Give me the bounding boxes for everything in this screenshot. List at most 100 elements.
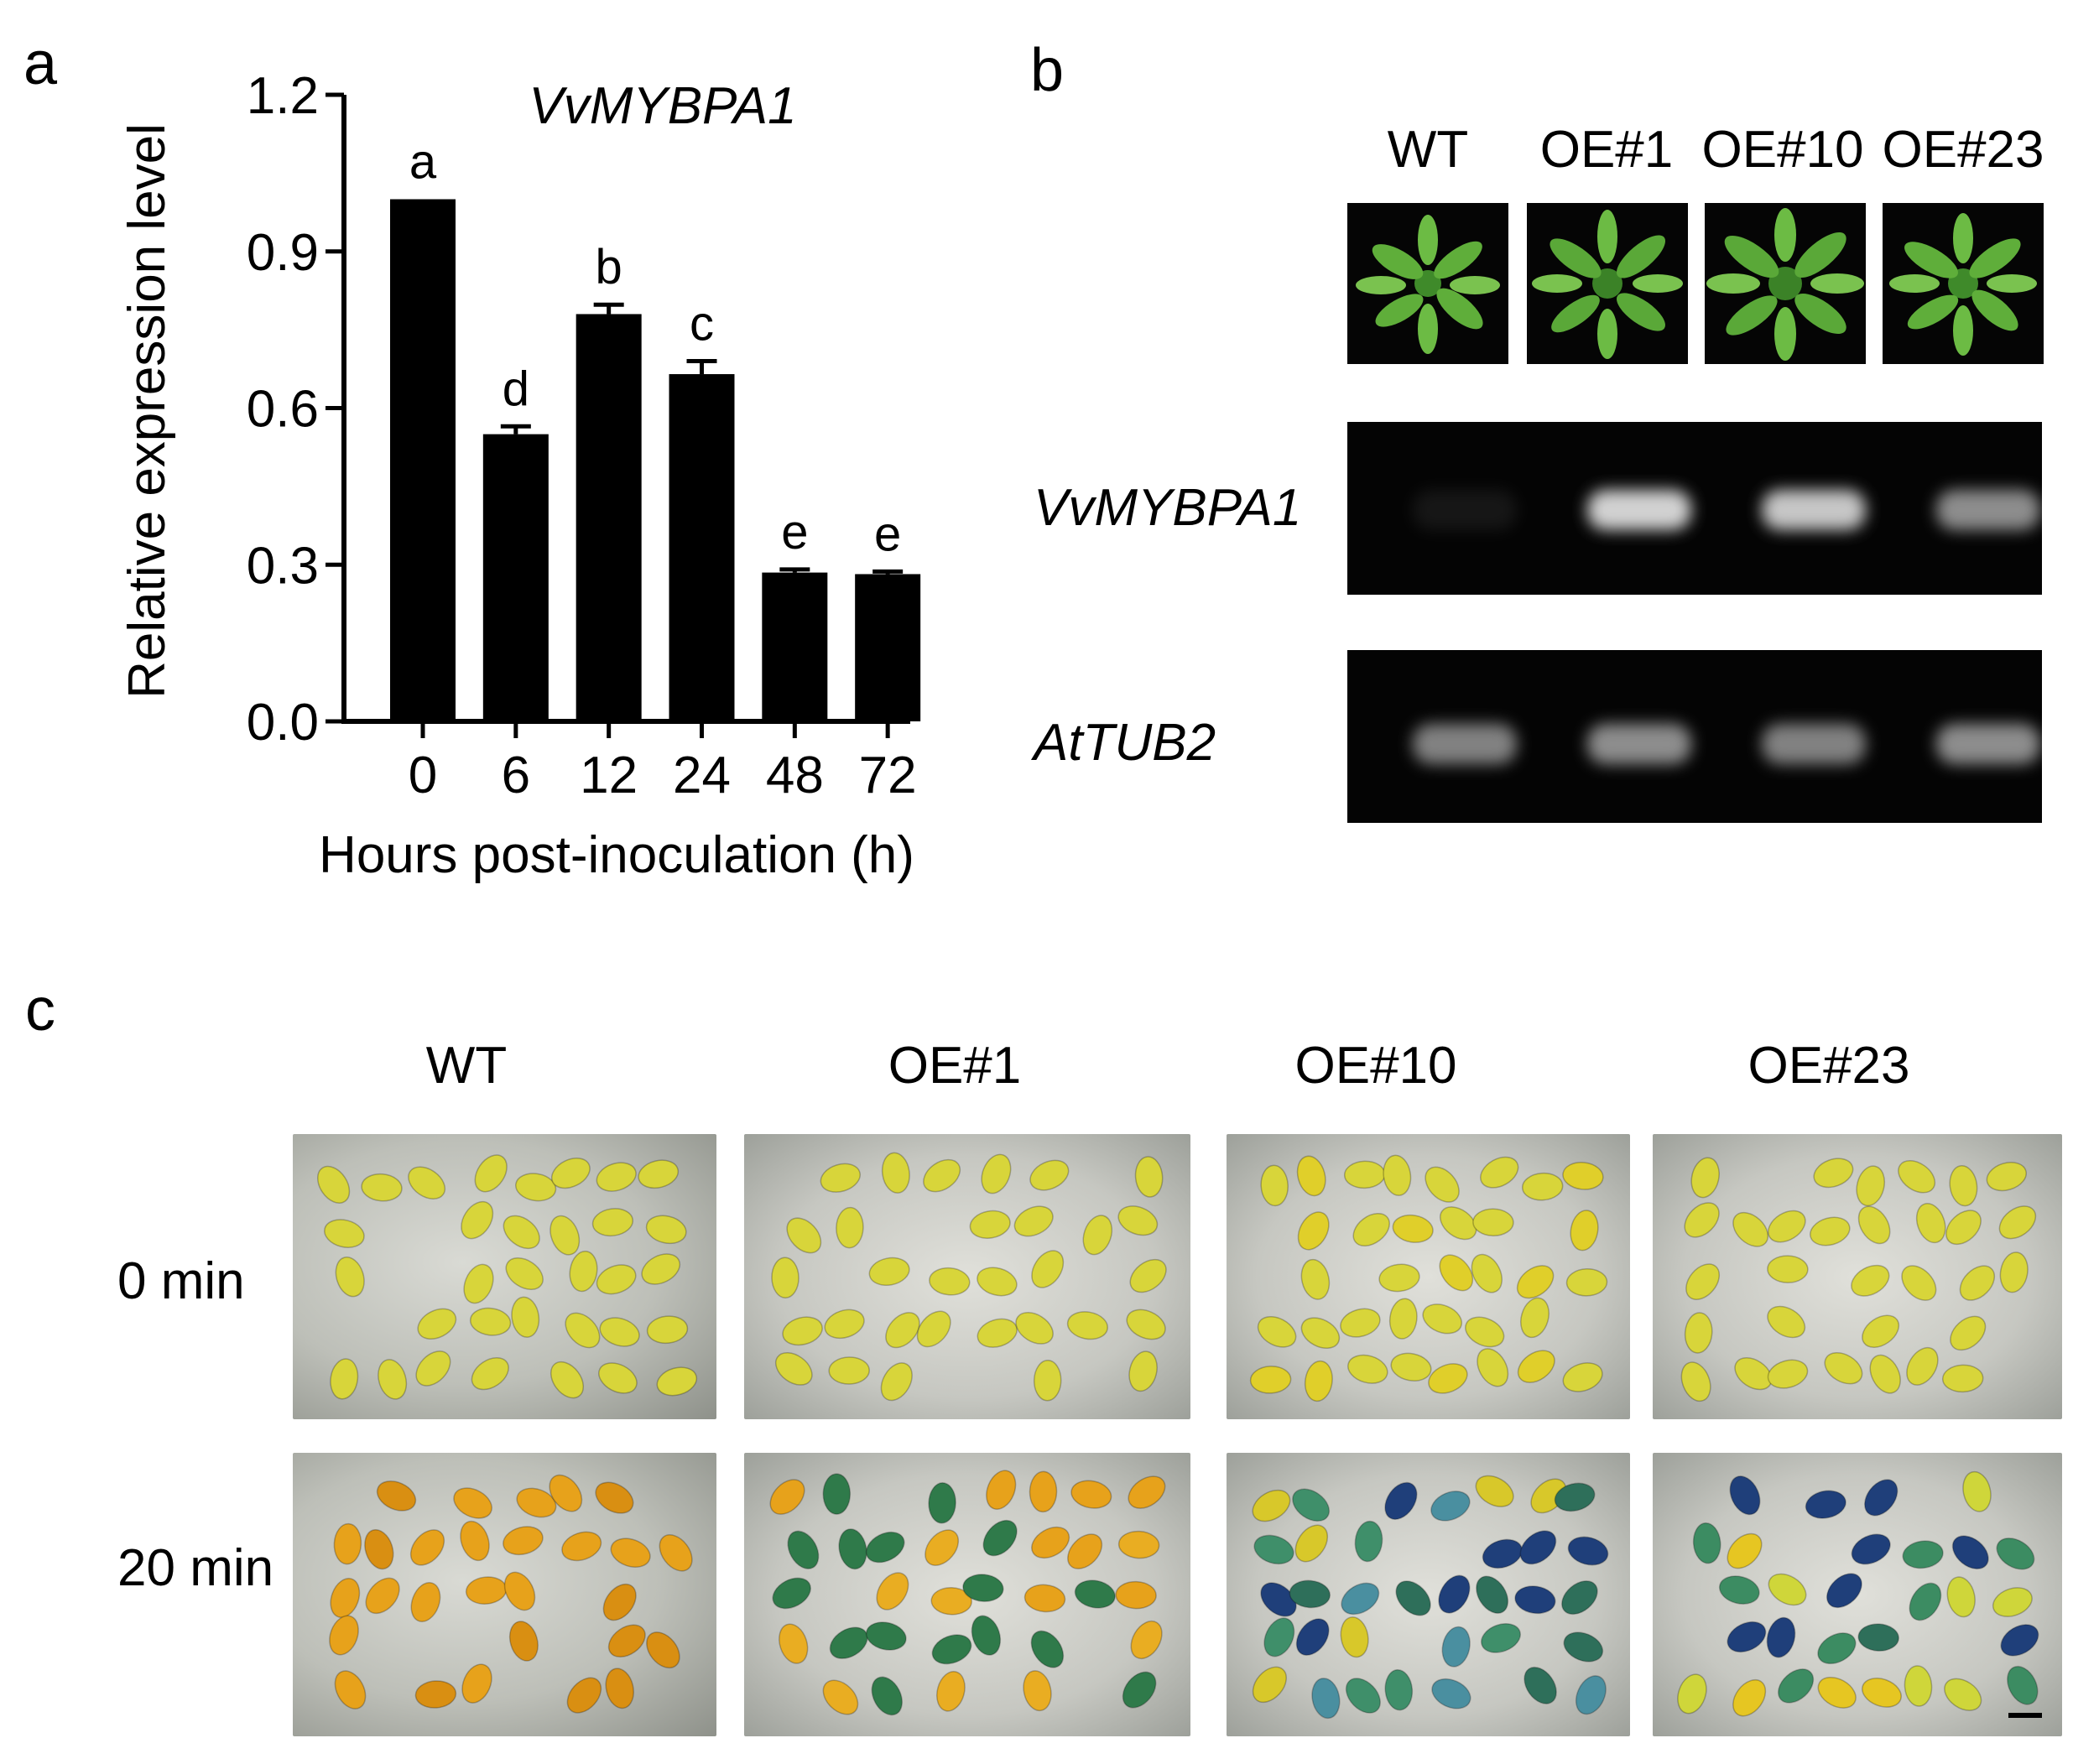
seed xyxy=(1570,1210,1599,1251)
seed xyxy=(1390,1352,1432,1382)
seed xyxy=(1817,1676,1857,1709)
seed xyxy=(1862,1314,1900,1348)
seed xyxy=(1768,1210,1806,1243)
seed xyxy=(871,1676,903,1716)
seed xyxy=(829,1626,868,1659)
seed xyxy=(549,1474,583,1512)
seed xyxy=(1249,1366,1292,1394)
seed xyxy=(1074,1579,1116,1609)
seed xyxy=(361,1173,403,1202)
seed xyxy=(324,1219,365,1248)
seed xyxy=(1384,1481,1418,1520)
y-tick-label: 0.3 xyxy=(247,537,319,595)
seed xyxy=(417,1308,457,1340)
seed xyxy=(1692,1522,1721,1564)
seed xyxy=(1826,1573,1862,1609)
plant-photo-oe10 xyxy=(1705,203,1866,364)
seed xyxy=(923,1158,961,1193)
scale-bar xyxy=(2008,1713,2042,1718)
seed xyxy=(1949,1164,1978,1207)
seed xyxy=(515,1173,557,1202)
seed xyxy=(824,1309,865,1340)
seed xyxy=(1352,1212,1390,1247)
seed xyxy=(1677,1673,1707,1715)
seed xyxy=(1295,1618,1330,1656)
seed xyxy=(364,1528,394,1570)
seed xyxy=(1766,1616,1796,1658)
panel-label-b: b xyxy=(1030,37,1065,104)
seed xyxy=(1902,1540,1944,1569)
seed xyxy=(2007,1665,2039,1705)
seed xyxy=(596,1162,637,1192)
seed-photo-oe1-0min xyxy=(744,1134,1190,1419)
seed xyxy=(1296,1155,1326,1197)
seed xyxy=(1909,1582,1942,1621)
gel-row-label-attub2: AtTUB2 xyxy=(1034,714,1216,772)
seed xyxy=(1851,1264,1890,1297)
x-tick-label: 72 xyxy=(859,747,917,804)
seed xyxy=(1252,1489,1291,1522)
seed xyxy=(1347,1354,1388,1384)
seed xyxy=(779,1623,809,1664)
seed xyxy=(1439,1254,1474,1292)
seed xyxy=(516,1487,557,1518)
line-label-oe1: OE#1 xyxy=(1539,121,1674,179)
seed xyxy=(641,1253,681,1285)
seed xyxy=(1521,1172,1564,1201)
seed xyxy=(1768,1573,1807,1606)
seed xyxy=(1778,1668,1815,1704)
seed xyxy=(1517,1350,1555,1383)
significance-letter: b xyxy=(596,240,622,294)
seed xyxy=(1300,1258,1331,1300)
bar xyxy=(762,572,828,721)
seed xyxy=(1345,1678,1381,1714)
seed xyxy=(659,1534,693,1572)
seed xyxy=(1253,1534,1294,1565)
seed xyxy=(1029,1470,1058,1513)
seed xyxy=(1289,1579,1331,1609)
seed xyxy=(1567,1536,1609,1566)
gel-image-vvmybpa1 xyxy=(1347,422,2042,595)
seed xyxy=(885,1312,920,1349)
seed xyxy=(931,1634,972,1665)
seed xyxy=(1292,1488,1331,1522)
column-label-oe23: OE#23 xyxy=(1747,1037,1910,1095)
seed xyxy=(566,1677,602,1714)
seed xyxy=(782,1316,823,1346)
y-tick-label: 0.9 xyxy=(247,224,319,282)
seed xyxy=(1962,1470,1992,1512)
seed xyxy=(977,1318,1018,1348)
seed xyxy=(1851,1533,1891,1565)
seed xyxy=(1561,1580,1598,1616)
seed xyxy=(1732,1679,1767,1717)
seed xyxy=(1810,1216,1851,1246)
plant-photo-oe23 xyxy=(1883,203,2044,364)
seed xyxy=(1130,1620,1163,1660)
panel-label-c: c xyxy=(25,976,55,1043)
seed xyxy=(1428,1363,1468,1394)
seed xyxy=(1767,1305,1806,1339)
gel-band xyxy=(1413,490,1517,530)
seed xyxy=(1520,1297,1550,1339)
seed xyxy=(1565,1268,1608,1297)
seed xyxy=(1383,1154,1412,1196)
seed xyxy=(415,1350,451,1387)
seed xyxy=(610,1538,651,1568)
seed xyxy=(1864,1479,1899,1517)
seed xyxy=(1425,1166,1460,1203)
seed xyxy=(1263,1617,1295,1657)
seed xyxy=(977,1267,1018,1297)
x-tick-label: 48 xyxy=(766,747,824,804)
seed xyxy=(461,1663,492,1704)
seed xyxy=(1998,1205,2037,1240)
seed xyxy=(598,1362,638,1394)
seed xyxy=(550,1158,591,1189)
seed xyxy=(1951,1535,1989,1570)
seed xyxy=(1128,1350,1158,1392)
seed xyxy=(1862,1678,1902,1708)
seed xyxy=(1015,1312,1054,1345)
seed xyxy=(1304,1360,1333,1402)
seed xyxy=(1260,1164,1289,1207)
seed xyxy=(409,1529,445,1566)
line-label-wt: WT xyxy=(1387,121,1469,179)
